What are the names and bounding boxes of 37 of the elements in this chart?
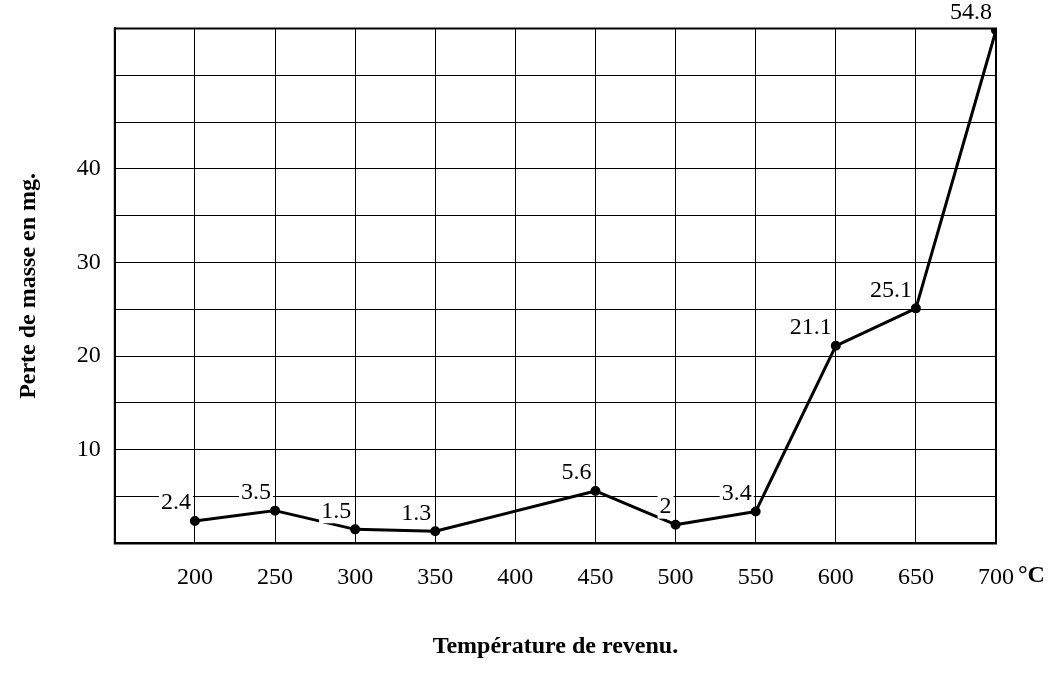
point xyxy=(350,524,361,535)
x-axis-title: Température de revenu. xyxy=(432,631,679,658)
data-label: 21.1 xyxy=(789,313,832,340)
point xyxy=(430,526,441,537)
point xyxy=(270,505,281,516)
x-tick-label: 300 xyxy=(337,563,374,590)
x-tick-label: 400 xyxy=(497,563,534,590)
y-tick-label: 30 xyxy=(76,247,101,274)
x-tick-label: 500 xyxy=(657,563,694,590)
x-tick-label: 650 xyxy=(897,563,934,590)
y-axis-title: Perte de masse en mg. xyxy=(13,172,40,399)
point xyxy=(750,506,761,517)
data-label: 2.4 xyxy=(160,488,191,515)
data-label: 1.5 xyxy=(321,496,352,523)
x-tick-label: 350 xyxy=(417,563,454,590)
x-tick-label: 200 xyxy=(176,563,213,590)
data-label: 25.1 xyxy=(869,275,912,302)
x-tick-label: 550 xyxy=(737,563,774,590)
y-tick-label: 40 xyxy=(76,154,101,181)
y-tick-label: 10 xyxy=(76,435,101,462)
x-tick-label: 450 xyxy=(577,563,614,590)
data-label: 2 xyxy=(659,491,672,518)
point xyxy=(189,515,200,526)
text: °C xyxy=(1018,560,1045,587)
y-tick-label: 20 xyxy=(76,341,101,368)
x-tick-label: 250 xyxy=(257,563,294,590)
data-label: 54.8 xyxy=(950,0,992,24)
point xyxy=(590,485,601,496)
point xyxy=(830,340,841,351)
data-label: 3.5 xyxy=(241,477,272,504)
x-tick-label: 700 xyxy=(978,563,1014,590)
data-label: 1.3 xyxy=(401,498,432,525)
data-label: 3.4 xyxy=(721,478,752,505)
point xyxy=(910,303,921,314)
point xyxy=(670,519,681,530)
x-tick-label: 600 xyxy=(817,563,854,590)
data-label: 5.6 xyxy=(561,458,592,485)
